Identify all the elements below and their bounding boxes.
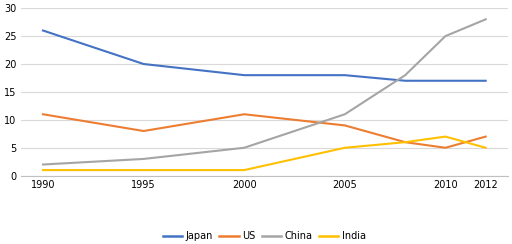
Legend: Japan, US, China, India: Japan, US, China, India xyxy=(159,227,370,244)
US xyxy=(40,113,46,116)
US xyxy=(402,141,408,144)
India xyxy=(241,169,247,172)
Japan xyxy=(402,79,408,82)
Japan xyxy=(483,79,489,82)
US xyxy=(241,113,247,116)
Japan xyxy=(241,74,247,77)
US xyxy=(483,135,489,138)
Japan xyxy=(40,29,46,32)
Line: Japan: Japan xyxy=(43,30,486,81)
India xyxy=(483,146,489,149)
China xyxy=(241,146,247,149)
India xyxy=(342,146,348,149)
Japan xyxy=(140,62,146,65)
US xyxy=(342,124,348,127)
US xyxy=(442,146,449,149)
Line: India: India xyxy=(43,137,486,170)
China xyxy=(140,157,146,160)
Line: US: US xyxy=(43,114,486,148)
Japan xyxy=(442,79,449,82)
China xyxy=(483,18,489,21)
Line: China: China xyxy=(43,19,486,164)
China xyxy=(442,35,449,38)
India xyxy=(402,141,408,144)
China xyxy=(40,163,46,166)
India xyxy=(442,135,449,138)
China xyxy=(402,74,408,77)
China xyxy=(342,113,348,116)
India xyxy=(40,169,46,172)
India xyxy=(140,169,146,172)
Japan xyxy=(342,74,348,77)
US xyxy=(140,130,146,132)
